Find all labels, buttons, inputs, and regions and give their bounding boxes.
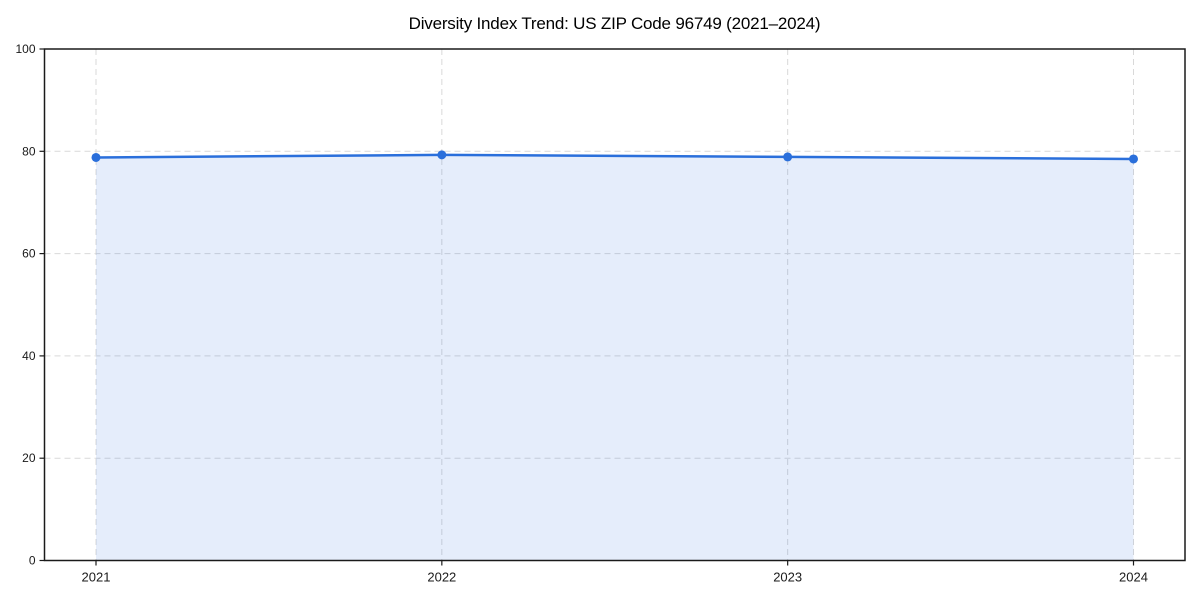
x-tick-label-2024: 2024: [1119, 570, 1148, 585]
y-tick-label-20: 20: [22, 451, 36, 465]
area-fill: [96, 154, 1134, 561]
y-tick-label-100: 100: [15, 42, 35, 56]
data-point-2022[interactable]: [437, 150, 447, 160]
trend-line: [94, 153, 1135, 161]
chart-title: Diversity Index Trend: US ZIP Code 96749…: [408, 14, 821, 33]
y-tick-label-0: 0: [29, 554, 36, 568]
x-tick-label-2023: 2023: [773, 570, 802, 585]
data-point-2023[interactable]: [783, 152, 793, 162]
y-tick-label-80: 80: [22, 144, 36, 158]
x-tick-label-2021: 2021: [82, 570, 111, 585]
y-tick-label-60: 60: [22, 247, 36, 261]
data-point-2024[interactable]: [1129, 154, 1138, 164]
x-tick-label-2022: 2022: [427, 570, 456, 585]
data-point-2021[interactable]: [91, 152, 101, 162]
plot-border: [43, 48, 1186, 562]
y-tick-label-40: 40: [22, 349, 36, 363]
